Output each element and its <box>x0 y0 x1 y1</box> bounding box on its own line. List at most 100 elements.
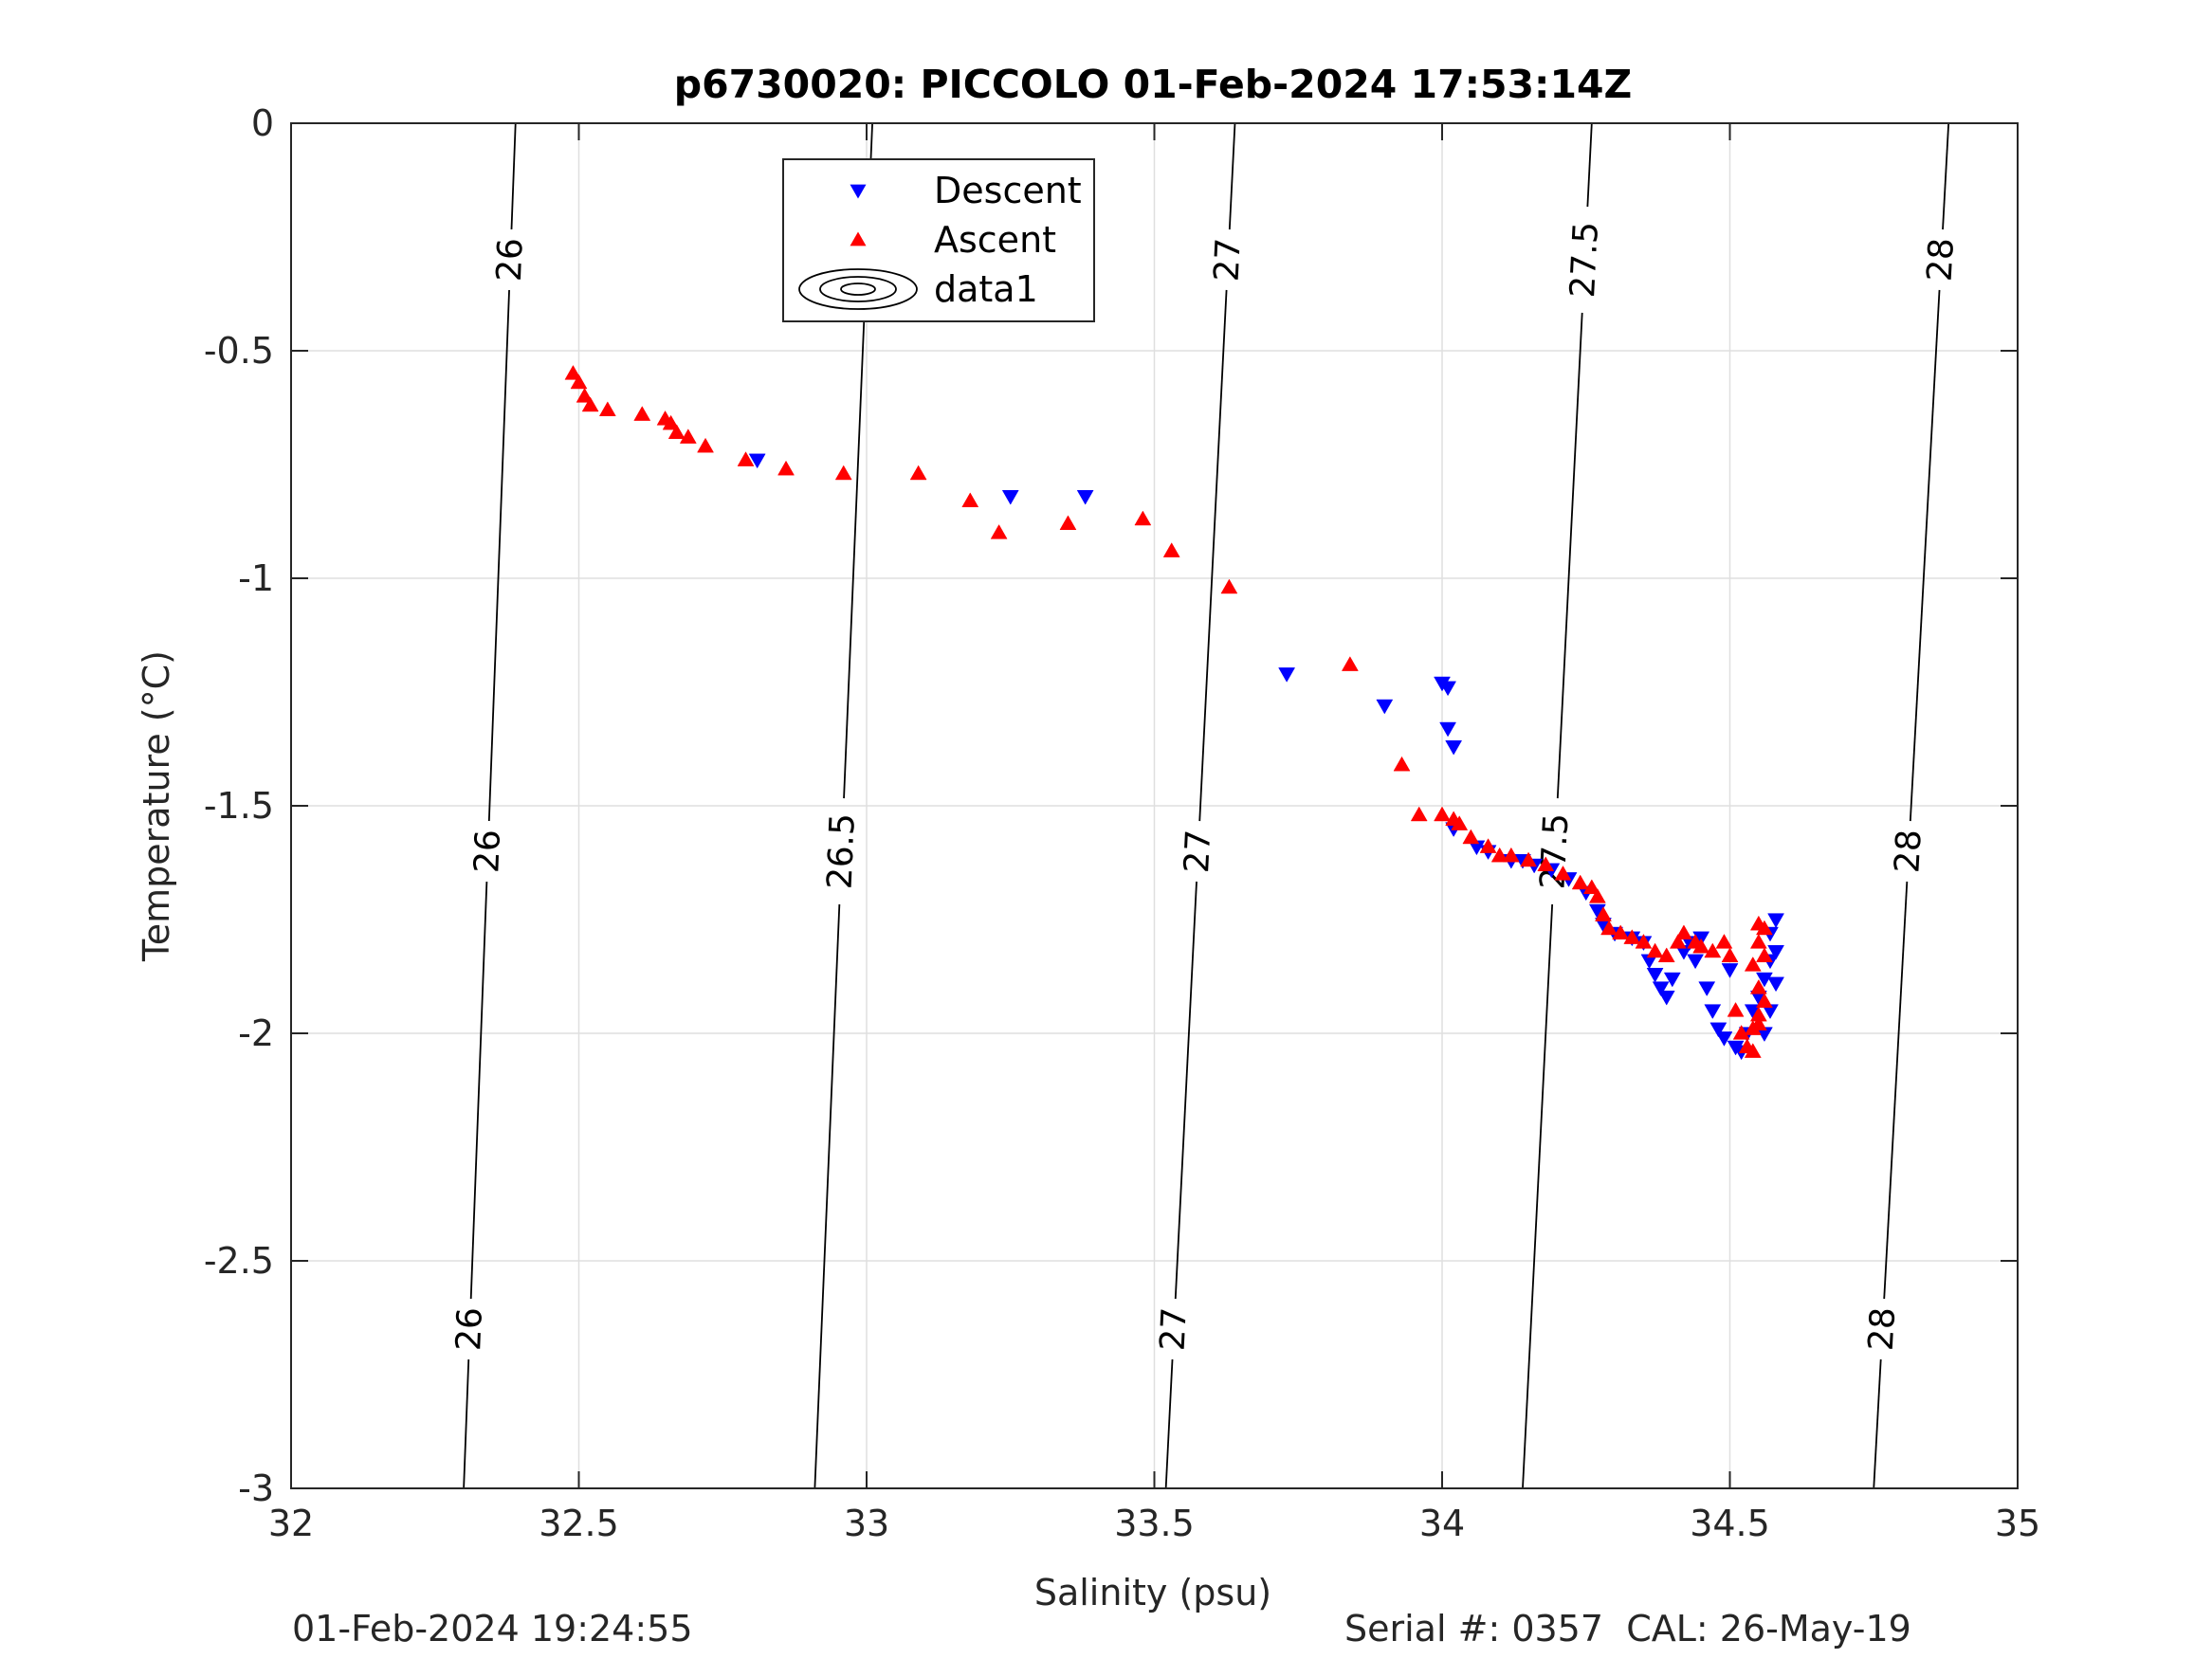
density-contour-line <box>463 1358 470 1489</box>
density-contour-line <box>814 903 841 1489</box>
legend-box <box>782 158 1095 322</box>
ascent-point <box>1744 1043 1762 1058</box>
ascent-point <box>909 465 927 481</box>
ascent-point <box>1635 933 1653 949</box>
legend-entry-label: Ascent <box>934 219 1056 261</box>
ascent-point <box>633 406 651 421</box>
descent-point <box>1439 721 1457 738</box>
x-tick-label: 33 <box>844 1503 889 1544</box>
ascent-point <box>1134 510 1152 526</box>
ascent-point <box>1582 879 1600 895</box>
density-contour-line <box>510 122 517 230</box>
descent-point <box>1767 944 1784 960</box>
density-contour-line <box>1164 1358 1174 1489</box>
axes: 32 32.5 33 33.5 34 34.5 35 0 -0.5 -1 -1.5 -2 -2.5 -3 <box>204 102 2040 1544</box>
ascent-point <box>1600 920 1618 936</box>
x-tick-label: 33.5 <box>1114 1503 1195 1544</box>
descent-point <box>1278 667 1296 683</box>
y-tick-label: -0.5 <box>204 330 274 372</box>
ascent-point <box>1749 915 1767 931</box>
ascent-point <box>1059 515 1077 531</box>
ascent-point <box>1612 924 1630 940</box>
ascent-point <box>1704 942 1722 958</box>
density-contour-label: 26.5 <box>821 812 863 890</box>
ascent-point <box>1727 1001 1745 1017</box>
density-contour-line <box>1909 289 1941 822</box>
density-contour-line <box>1873 1358 1882 1489</box>
x-tick-label: 35 <box>1995 1503 2040 1544</box>
ascent-point <box>667 424 686 440</box>
ascent-point <box>1588 887 1606 903</box>
y-axis-label: Temperature (°C) <box>136 650 177 962</box>
legend-entry-label: data1 <box>934 268 1038 310</box>
descent-point <box>1439 681 1457 697</box>
x-tick-label: 32.5 <box>539 1503 619 1544</box>
ascent-point <box>564 364 582 380</box>
density-contour-line <box>1198 289 1228 822</box>
density-contour-line <box>487 289 510 822</box>
ascent-point <box>1490 847 1508 863</box>
descent-point <box>1704 1004 1722 1020</box>
ascent-point <box>1393 756 1411 772</box>
ascent-point <box>1646 942 1664 958</box>
ascent-point <box>1595 906 1612 921</box>
ascent-point <box>1623 929 1641 944</box>
density-contour-label: 28 <box>1862 1306 1903 1352</box>
grid <box>290 122 2019 1489</box>
ascent-point <box>1434 806 1451 822</box>
descent-point <box>1698 981 1716 997</box>
ascent-point <box>777 460 795 476</box>
ascent-point <box>834 465 852 481</box>
ascent-point <box>990 523 1008 539</box>
density-contour-line <box>1522 903 1554 1489</box>
descent-point <box>1715 1031 1733 1047</box>
density-contour-line <box>1942 122 1950 230</box>
descent-point <box>1755 972 1773 988</box>
density-contour-label: 27 <box>1154 1306 1195 1352</box>
y-tick-label: -2.5 <box>204 1240 274 1282</box>
y-tick-label: -1.5 <box>204 785 274 827</box>
descent-point <box>1001 489 1019 505</box>
x-tick-label: 34 <box>1419 1503 1465 1544</box>
density-contour-line <box>1883 881 1909 1300</box>
density-contour-label: 27 <box>1178 829 1218 874</box>
footer-serial-cal: Serial #: 0357 CAL: 26-May-19 <box>1344 1608 1911 1650</box>
ascent-point <box>737 451 755 466</box>
ascent-point <box>1220 578 1238 594</box>
y-tick-label: 0 <box>251 102 274 144</box>
density-contour-label: 26 <box>449 1306 490 1351</box>
chart-title: p6730020: PICCOLO 01-Feb-2024 17:53:14Z <box>674 62 1633 107</box>
footer-timestamp: 01-Feb-2024 19:24:55 <box>292 1608 693 1650</box>
ascent-point <box>1675 924 1692 940</box>
y-tick-label: -3 <box>238 1468 274 1509</box>
ascent-point <box>1749 1006 1767 1022</box>
density-contour-line <box>1586 122 1593 208</box>
ascent-point <box>581 396 599 412</box>
ascent-point <box>1479 838 1497 853</box>
legend-data1-icon <box>798 268 918 310</box>
ascent-point <box>1462 829 1480 845</box>
ascent-point <box>598 401 616 417</box>
descent-point <box>1646 967 1664 983</box>
ascent-point <box>1669 933 1687 949</box>
descent-point <box>1767 913 1784 929</box>
descent-point <box>1652 981 1670 997</box>
ascent-point <box>961 492 979 508</box>
density-contour-line <box>1174 881 1197 1300</box>
descent-point <box>1709 1022 1728 1038</box>
ascent-point <box>679 428 697 444</box>
density-contour-label: 27 <box>1208 237 1249 283</box>
density-contour-line <box>1228 122 1236 230</box>
descent-point <box>1663 972 1681 988</box>
density-contour-label: 26 <box>467 829 508 873</box>
ascent-point <box>1732 1024 1750 1040</box>
ascent-point <box>1755 993 1773 1009</box>
ascent-point <box>1537 856 1555 872</box>
ascent-point <box>697 437 714 453</box>
legend-entry-label: Descent <box>934 170 1082 211</box>
descent-point <box>1767 976 1784 993</box>
descent-point <box>1376 699 1394 715</box>
ascent-point <box>1755 947 1773 963</box>
ascent-point <box>1571 874 1589 890</box>
ascent-point <box>1410 806 1428 822</box>
